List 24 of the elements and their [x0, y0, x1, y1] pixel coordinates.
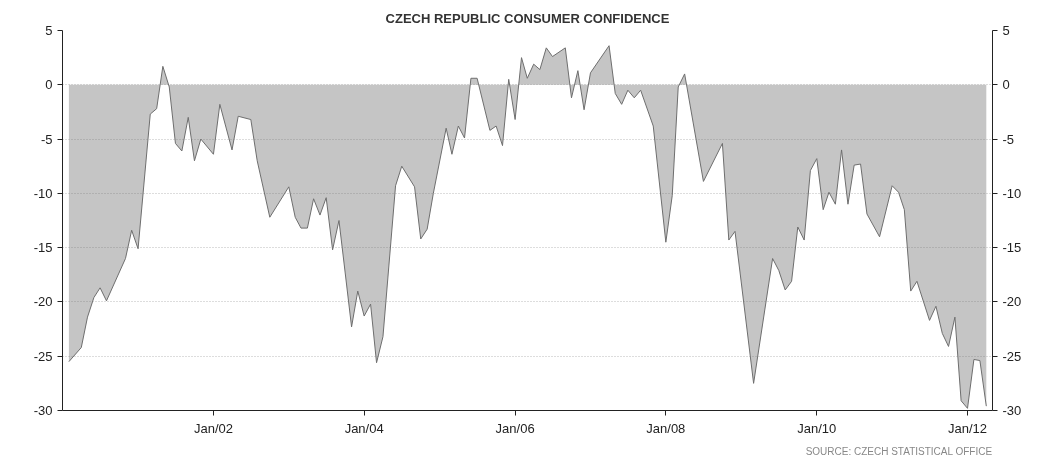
source-note: SOURCE: CZECH STATISTICAL OFFICE	[805, 445, 993, 457]
y-tick-label: -15	[33, 240, 53, 256]
x-tick-label: Jan/04	[344, 420, 384, 436]
y2-tick-label: -5	[1002, 131, 1015, 147]
y2-tick-label: -30	[1002, 403, 1022, 418]
x-tick-label: Jan/12	[948, 420, 988, 436]
y-tick-label: -10	[33, 185, 53, 201]
y-tick-label: -30	[33, 403, 53, 418]
y-tick-label: 5	[45, 23, 53, 38]
y-tick-label: -25	[33, 348, 53, 364]
x-tick-label: Jan/08	[646, 420, 686, 436]
y2-tick-label: -25	[1002, 348, 1022, 364]
y-tick-label: 0	[45, 77, 53, 93]
y2-tick-label: -10	[1002, 185, 1022, 201]
x-tick-label: Jan/02	[193, 420, 233, 436]
y-tick-label: -5	[40, 131, 53, 147]
x-tick-label: Jan/06	[495, 420, 535, 436]
y-tick-label: -20	[33, 294, 53, 310]
y2-tick-label: 5	[1002, 23, 1010, 38]
x-tick-label: Jan/10	[797, 420, 837, 436]
y2-tick-label: 0	[1002, 77, 1010, 93]
y2-tick-label: -20	[1002, 294, 1022, 310]
y2-tick-label: -15	[1002, 240, 1022, 256]
chart-title: CZECH REPUBLIC CONSUMER CONFIDENCE	[385, 10, 670, 26]
